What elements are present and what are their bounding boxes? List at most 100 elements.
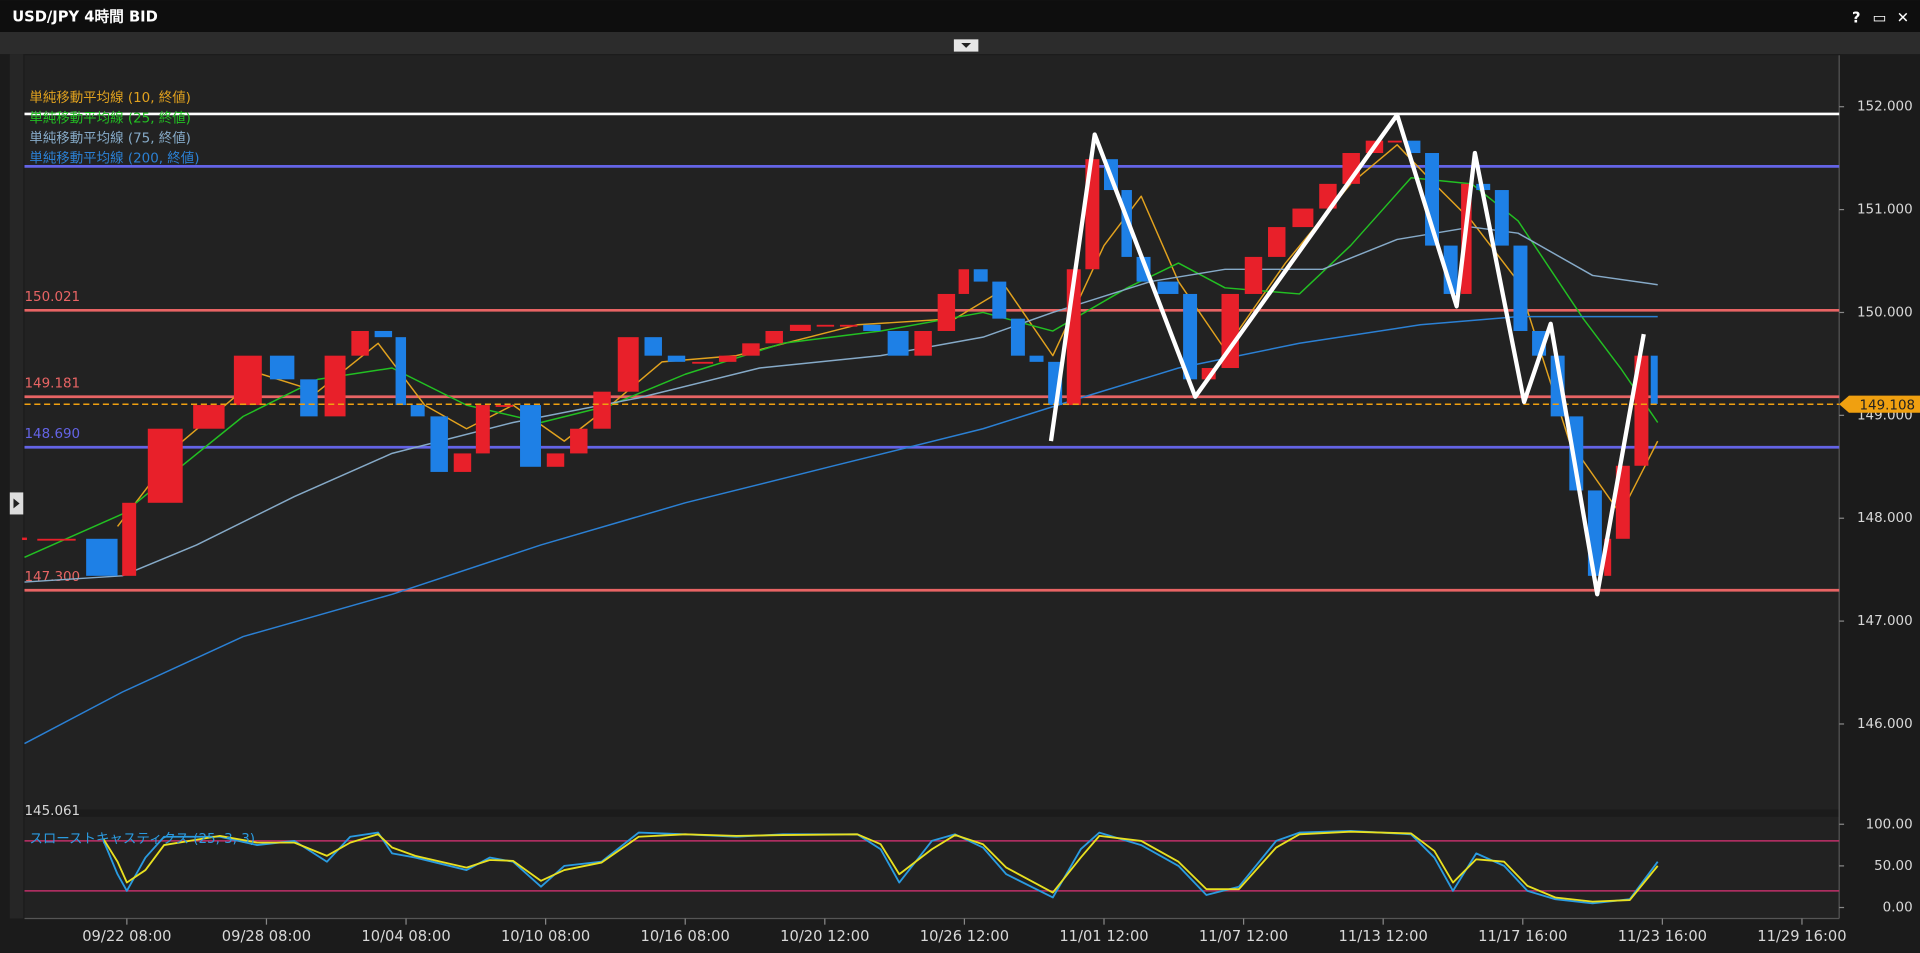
y-tick-label: 0.00 [1883, 901, 1913, 916]
y-tick-label: 147.000 [1857, 614, 1913, 629]
title-bar [0, 0, 1920, 33]
candle [914, 330, 932, 356]
candle [644, 337, 662, 356]
candle [692, 361, 714, 364]
candle [86, 538, 118, 576]
candle [1513, 245, 1528, 331]
stochastic-line [102, 830, 1659, 903]
candle [546, 453, 565, 467]
stochastic-line [102, 829, 1659, 905]
candle [789, 324, 811, 331]
level-label: 147.300 [24, 570, 80, 585]
candle [1569, 416, 1584, 491]
level-label: 150.021 [24, 290, 80, 305]
candle [37, 538, 76, 541]
candle [193, 405, 225, 429]
legend-entry: 単純移動平均線 (200, 終値) [29, 151, 199, 167]
x-tick-label: 11/29 16:00 [1757, 928, 1846, 945]
y-tick-label: 148.000 [1857, 511, 1913, 526]
candle [718, 355, 737, 362]
candle [973, 269, 988, 282]
y-tick-label: 50.00 [1874, 859, 1913, 874]
candle [1201, 368, 1216, 380]
zigzag-drawing [1048, 112, 1646, 597]
x-tick-label: 11/01 12:00 [1059, 928, 1148, 945]
candle [1010, 318, 1025, 356]
help-button[interactable]: ? [1852, 10, 1861, 27]
candle [410, 405, 425, 417]
y-tick-label: 152.000 [1857, 100, 1913, 115]
maximize-button[interactable]: ▭ [1873, 10, 1887, 27]
candle [1650, 355, 1658, 405]
side-arrow [13, 498, 20, 509]
legend-entry: 単純移動平均線 (75, 終値) [29, 131, 191, 147]
candle [520, 405, 541, 467]
candle [839, 324, 858, 327]
x-tick-label: 11/07 12:00 [1199, 928, 1288, 945]
y-tick-label: 150.000 [1857, 305, 1913, 320]
candle [351, 330, 369, 356]
x-tick-label: 09/22 08:00 [82, 928, 171, 945]
candle [1604, 538, 1612, 576]
y-tick-label: 100.00 [1866, 817, 1913, 832]
plot-layer: 146.000147.000148.000149.000150.000151.0… [22, 90, 1920, 945]
candle [475, 405, 490, 454]
candle [374, 330, 393, 338]
candle [1244, 256, 1263, 294]
x-tick-label: 11/17 16:00 [1478, 928, 1567, 945]
x-tick-label: 10/20 12:00 [780, 928, 869, 945]
candle [1221, 293, 1239, 369]
candle [1183, 293, 1198, 380]
x-tick-label: 09/28 08:00 [222, 928, 311, 945]
x-tick-label: 10/04 08:00 [361, 928, 450, 945]
candle [300, 379, 318, 417]
candle [147, 428, 183, 503]
candle [1029, 355, 1044, 362]
y-tick-label: 146.000 [1857, 717, 1913, 732]
current-price-tag [1839, 395, 1920, 413]
min-label: 145.061 [24, 804, 80, 819]
candle [1634, 355, 1649, 466]
candle [570, 428, 588, 454]
main-panel-bg [24, 55, 1840, 810]
candle [958, 269, 970, 294]
candle [395, 337, 407, 406]
x-tick-label: 10/26 12:00 [920, 928, 1009, 945]
candle [992, 281, 1007, 319]
candle [233, 355, 262, 406]
candle [617, 337, 639, 392]
candle [1615, 465, 1630, 539]
candle [887, 330, 909, 356]
level-label: 148.690 [24, 427, 80, 442]
stoch-panel-bg [24, 816, 1840, 919]
candle [765, 330, 783, 344]
candle [495, 405, 514, 407]
candle [269, 355, 295, 380]
candle [430, 416, 448, 472]
candle [816, 324, 835, 327]
candle [1550, 355, 1565, 417]
candle [1292, 208, 1314, 228]
toolbar-arrow [961, 43, 972, 48]
candle [742, 343, 760, 356]
panel-title: スローストキャスティクス (25, 3, 3) [29, 831, 255, 847]
level-label: 149.181 [24, 376, 80, 391]
current-price-label: 149.108 [1859, 398, 1915, 413]
candle [1494, 190, 1509, 246]
x-tick-label: 10/16 08:00 [641, 928, 730, 945]
candle [667, 355, 686, 362]
window-title: USD/JPY 4時間 BID [12, 7, 158, 25]
moving-average [24, 315, 1658, 745]
candle [593, 391, 611, 429]
x-tick-label: 11/23 16:00 [1618, 928, 1707, 945]
x-tick-label: 10/10 08:00 [501, 928, 590, 945]
close-button[interactable]: ✕ [1897, 10, 1909, 27]
side-strip [9, 54, 24, 919]
candle [453, 453, 472, 472]
y-tick-label: 151.000 [1857, 203, 1913, 218]
legend-entry: 単純移動平均線 (25, 終値) [29, 110, 191, 126]
candle [863, 324, 881, 331]
candle [1387, 140, 1402, 143]
